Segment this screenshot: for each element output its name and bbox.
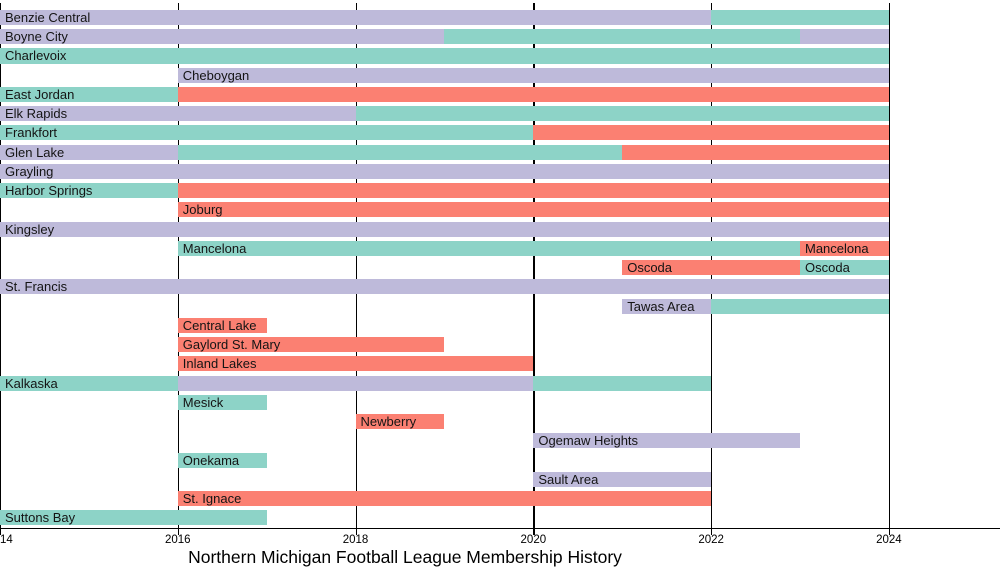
bar-label-mancelona: Mancelona: [805, 240, 869, 256]
bar-label-suttons-bay: Suttons Bay: [5, 510, 76, 526]
x-tick-2018: [355, 527, 357, 535]
bar-segment-mancelona: Mancelona: [800, 240, 889, 256]
bar-label-newberry: Newberry: [360, 414, 417, 430]
bar-label-ogemaw-heights: Ogemaw Heights: [538, 433, 639, 449]
bar-segment-elk-rapids: Elk Rapids: [0, 106, 356, 122]
bar-segment-tawas-area: [711, 298, 889, 314]
x-tick-label-2020: 2020: [520, 534, 547, 546]
bar-label-benzie-central: Benzie Central: [5, 10, 91, 25]
bar-label-oscoda: Oscoda: [805, 260, 850, 276]
bar-segment-benzie-central: [711, 10, 889, 26]
bar-segment-glen-lake: Glen Lake: [0, 144, 178, 160]
bar-segment-glen-lake: [622, 144, 889, 160]
x-tick-label-2022: 2022: [698, 534, 724, 546]
bar-label-boyne-city: Boyne City: [5, 29, 68, 45]
bar-label-kingsley: Kingsley: [5, 221, 55, 237]
bar-segment-mesick: Mesick: [177, 394, 267, 410]
x-tick-label-2018: 2018: [342, 534, 369, 546]
bar-label-harbor-springs: Harbor Springs: [5, 183, 93, 199]
bar-segment-mancelona: Mancelona: [177, 240, 800, 256]
bar-segment-central-lake: Central Lake: [177, 317, 267, 333]
bar-label-joburg: Joburg: [182, 202, 223, 218]
bar-segment-oscoda: Oscoda: [800, 260, 889, 276]
x-tick-label-2024: 2024: [876, 534, 902, 546]
gridline-2014: [0, 3, 2, 528]
bar-segment-harbor-springs: Harbor Springs: [0, 183, 178, 199]
bar-segment-frankfort: [533, 125, 889, 141]
x-tick-2014: [0, 527, 2, 535]
bar-segment-inland-lakes: Inland Lakes: [177, 356, 534, 372]
gridline-2020: [533, 3, 535, 528]
bar-segment-suttons-bay: Suttons Bay: [0, 510, 267, 526]
bar-label-mesick: Mesick: [182, 394, 224, 410]
bar-segment-sault-area: Sault Area: [533, 471, 712, 487]
bar-segment-benzie-central: Benzie Central: [0, 10, 712, 26]
bar-segment-cheboygan: Cheboygan: [177, 67, 889, 83]
x-tick-2024: [888, 527, 891, 535]
bar-label-onekama: Onekama: [182, 452, 240, 468]
bar-segment-kingsley: Kingsley: [0, 221, 889, 237]
bar-label-st-ignace: St. Ignace: [182, 491, 242, 507]
x-tick-2016: [177, 527, 180, 535]
x-tick-2020: [533, 527, 535, 535]
x-tick-label-2014: 2014: [0, 534, 13, 546]
bar-segment-charlevoix: Charlevoix: [0, 48, 889, 64]
bar-segment-kalkaska: Kalkaska: [0, 375, 178, 391]
x-tick-2022: [711, 527, 713, 535]
bar-label-inland-lakes: Inland Lakes: [182, 356, 257, 372]
bar-segment-harbor-springs: [177, 183, 889, 199]
bar-segment-kalkaska: [533, 375, 712, 391]
bar-label-elk-rapids: Elk Rapids: [5, 106, 68, 122]
bar-label-kalkaska: Kalkaska: [5, 375, 58, 391]
bar-label-oscoda: Oscoda: [627, 260, 673, 276]
bar-segment-glen-lake: [177, 144, 623, 160]
bar-segment-elk-rapids: [355, 106, 889, 122]
bar-segment-boyne-city: Boyne City: [0, 29, 445, 45]
bar-segment-east-jordan: [177, 86, 889, 102]
bar-segment-joburg: Joburg: [177, 202, 889, 218]
bar-segment-ogemaw-heights: Ogemaw Heights: [533, 433, 800, 449]
gridline-2016: [177, 3, 180, 528]
gridline-2018: [355, 3, 357, 528]
bar-label-sault-area: Sault Area: [538, 471, 599, 487]
bar-label-gaylord-st-mary: Gaylord St. Mary: [182, 337, 281, 353]
bar-segment-oscoda: Oscoda: [622, 260, 800, 276]
bar-label-cheboygan: Cheboygan: [182, 67, 250, 83]
bar-label-tawas-area: Tawas Area: [627, 298, 695, 314]
bar-segment-grayling: Grayling: [0, 163, 889, 179]
bar-segment-st-ignace: St. Ignace: [177, 491, 712, 507]
x-tick-label-2016: 2016: [164, 534, 191, 546]
bar-segment-east-jordan: East Jordan: [0, 86, 178, 102]
bar-label-east-jordan: East Jordan: [5, 86, 75, 102]
bar-label-st-francis: St. Francis: [5, 279, 68, 295]
bar-label-grayling: Grayling: [5, 163, 54, 179]
bar-label-glen-lake: Glen Lake: [5, 144, 65, 160]
bar-label-charlevoix: Charlevoix: [5, 48, 67, 64]
bar-segment-tawas-area: Tawas Area: [622, 298, 712, 314]
bar-segment-kalkaska: [177, 375, 534, 391]
bar-label-mancelona: Mancelona: [182, 240, 247, 256]
bar-segment-st-francis: St. Francis: [0, 279, 889, 295]
chart-title: Northern Michigan Football League Member…: [188, 547, 622, 567]
bar-segment-boyne-city: [444, 29, 800, 45]
plot-area: Benzie Central Boyne City Charlevoix Cheboy…: [0, 3, 891, 528]
bar-segment-frankfort: Frankfort: [0, 125, 534, 141]
bar-segment-onekama: Onekama: [177, 452, 267, 468]
x-axis-line: [0, 527, 1000, 529]
bar-label-central-lake: Central Lake: [182, 317, 257, 333]
bar-label-frankfort: Frankfort: [5, 125, 58, 141]
gridline-2024: [888, 3, 891, 528]
bar-segment-gaylord-st-mary: Gaylord St. Mary: [177, 337, 445, 353]
bar-segment-newberry: Newberry: [355, 414, 445, 430]
bar-segment-boyne-city: [800, 29, 889, 45]
